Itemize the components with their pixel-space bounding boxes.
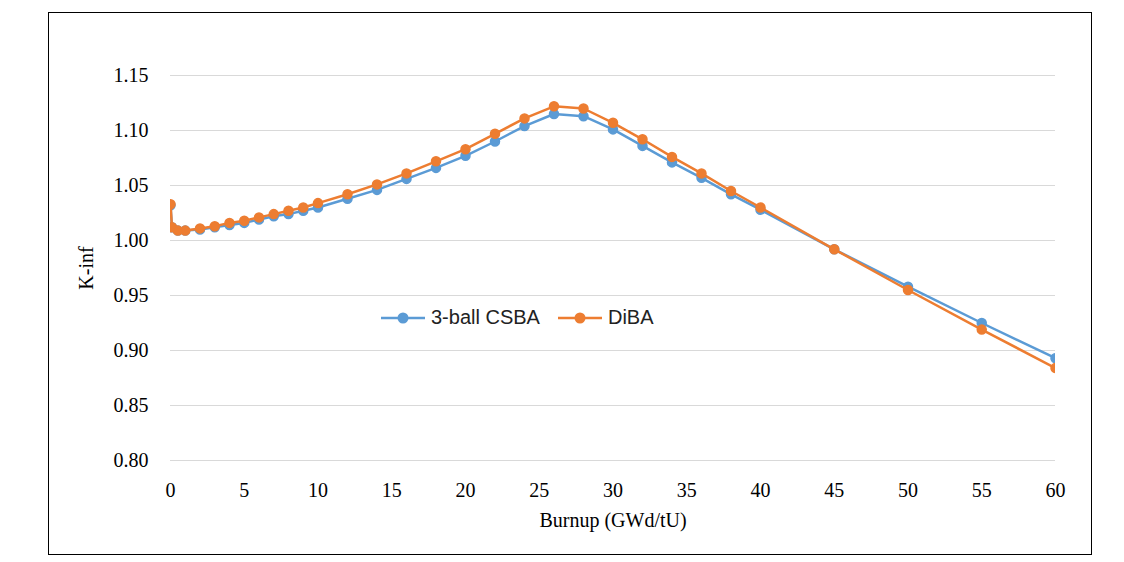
svg-text:55: 55: [972, 479, 992, 501]
html-text:DiBA: DiBA: [607, 306, 654, 328]
svg-text:10: 10: [308, 479, 328, 501]
svg-text:45: 45: [824, 479, 844, 501]
svg-text:0: 0: [166, 479, 176, 501]
svg-text:20: 20: [456, 479, 476, 501]
svg-text:1.05: 1.05: [114, 174, 149, 196]
html-text:3-ball CSBA: 3-ball CSBA: [431, 306, 540, 328]
svg-text:0.80: 0.80: [114, 449, 149, 471]
svg-text:60: 60: [1046, 479, 1066, 501]
svg-text:25: 25: [529, 479, 549, 501]
svg-text:0.90: 0.90: [114, 339, 149, 361]
svg-text:0.85: 0.85: [114, 394, 149, 416]
svg-text:1.10: 1.10: [114, 119, 149, 141]
svg-text:1.15: 1.15: [114, 64, 149, 86]
svg-text:35: 35: [677, 479, 697, 501]
svg-text:K-inf: K-inf: [75, 246, 97, 290]
svg-text:Burnup (GWd/tU): Burnup (GWd/tU): [539, 509, 686, 532]
svg-text:0.95: 0.95: [114, 284, 149, 306]
svg-text:5: 5: [239, 479, 249, 501]
svg-text:50: 50: [898, 479, 918, 501]
svg-text:15: 15: [382, 479, 402, 501]
svg-text:30: 30: [603, 479, 623, 501]
svg-text:1.00: 1.00: [114, 229, 149, 251]
svg-text:40: 40: [751, 479, 771, 501]
